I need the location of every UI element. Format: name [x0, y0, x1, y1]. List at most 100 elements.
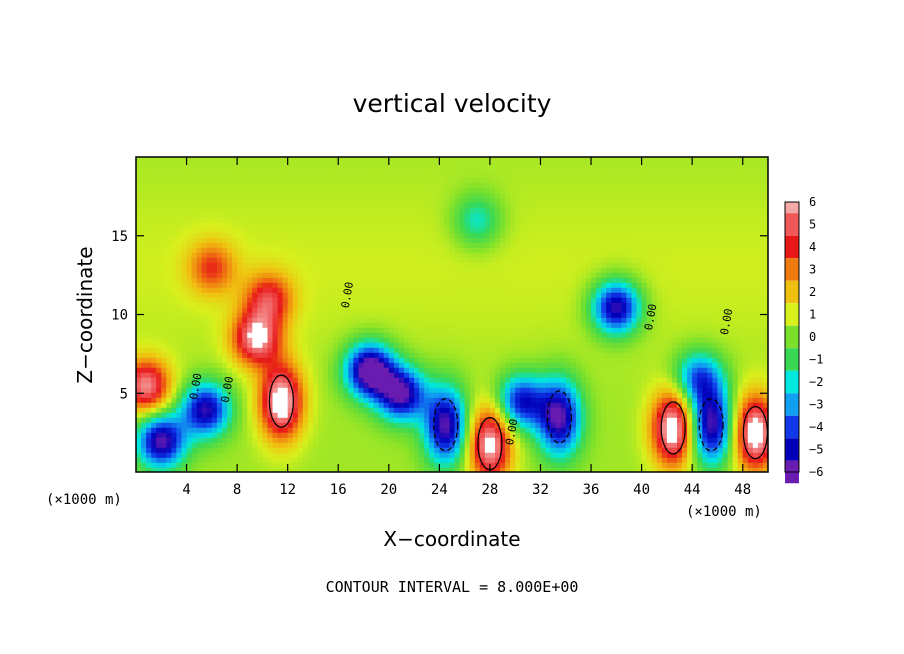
heatmap-cell [181, 212, 188, 218]
heatmap-cell [449, 337, 456, 343]
heatmap-cell [459, 172, 466, 178]
heatmap-cell [444, 367, 451, 373]
heatmap-cell [378, 417, 385, 423]
heatmap-cell [515, 257, 522, 263]
heatmap-cell [525, 277, 532, 283]
heatmap-cell [520, 177, 527, 183]
heatmap-cell [419, 222, 425, 228]
heatmap-cell [136, 322, 142, 328]
heatmap-cell [156, 467, 163, 472]
heatmap-cell [146, 427, 152, 433]
heatmap-cell [186, 172, 193, 178]
heatmap-cell [464, 297, 471, 303]
heatmap-cell [247, 327, 254, 333]
heatmap-cell [439, 437, 446, 443]
heatmap-cell [489, 177, 496, 183]
heatmap-cell [227, 352, 233, 358]
heatmap-cell [398, 252, 405, 258]
heatmap-cell [191, 447, 198, 453]
heatmap-cell [383, 432, 390, 438]
heatmap-cell [323, 217, 329, 223]
heatmap-cell [252, 292, 259, 298]
heatmap-cell [191, 367, 198, 373]
heatmap-cell [398, 337, 405, 343]
heatmap-cell [252, 352, 259, 358]
heatmap-cell [479, 162, 486, 168]
heatmap-cell [262, 277, 269, 283]
heatmap-cell [252, 212, 259, 218]
heatmap-cell [439, 262, 446, 268]
heatmap-cell [206, 267, 213, 273]
heatmap-cell [247, 317, 254, 323]
heatmap-cell [328, 227, 334, 233]
heatmap-cell [444, 322, 451, 328]
heatmap-cell [479, 277, 486, 283]
heatmap-cell [363, 392, 370, 398]
heatmap-cell [424, 247, 431, 253]
heatmap-cell [237, 312, 243, 318]
heatmap-cell [136, 412, 142, 418]
heatmap-cell [318, 447, 324, 453]
heatmap-cell [206, 352, 213, 358]
heatmap-cell [196, 217, 203, 223]
heatmap-cell [166, 442, 173, 448]
heatmap-cell [136, 437, 142, 443]
heatmap-cell [424, 362, 431, 368]
heatmap-cell [424, 432, 431, 438]
heatmap-cell [141, 352, 147, 358]
heatmap-cell [297, 332, 304, 338]
heatmap-cell [216, 227, 223, 233]
heatmap-cell [141, 442, 147, 448]
heatmap-cell [439, 407, 446, 413]
heatmap-cell [287, 292, 294, 298]
heatmap-cell [388, 207, 395, 213]
heatmap-cell [287, 202, 294, 208]
heatmap-cell [267, 377, 274, 383]
heatmap-cell [378, 462, 385, 468]
heatmap-cell [328, 332, 334, 338]
heatmap-cell [404, 277, 410, 283]
heatmap-cell [454, 232, 461, 238]
heatmap-cell [176, 462, 183, 468]
heatmap-cell [474, 227, 481, 233]
heatmap-cell [242, 432, 249, 438]
heatmap-cell [358, 167, 365, 173]
heatmap-cell [247, 252, 254, 258]
heatmap-cell [242, 317, 249, 323]
heatmap-cell [186, 352, 193, 358]
heatmap-cell [206, 432, 213, 438]
heatmap-cell [237, 197, 243, 203]
heatmap-cell [318, 277, 324, 283]
heatmap-cell [510, 392, 516, 398]
heatmap-cell [343, 442, 350, 448]
heatmap-cell [302, 397, 309, 403]
heatmap-cell [201, 282, 208, 288]
heatmap-cell [186, 362, 193, 368]
heatmap-cell [166, 192, 173, 198]
heatmap-cell [393, 377, 400, 383]
heatmap-cell [333, 382, 340, 388]
heatmap-cell [161, 467, 168, 472]
heatmap-cell [368, 202, 375, 208]
heatmap-cell [469, 167, 476, 173]
heatmap-cell [368, 242, 375, 248]
heatmap-cell [247, 177, 254, 183]
heatmap-cell [313, 437, 319, 443]
heatmap-cell [474, 322, 481, 328]
heatmap-cell [307, 462, 314, 468]
heatmap-cell [151, 312, 158, 318]
heatmap-cell [237, 397, 243, 403]
heatmap-cell [479, 252, 486, 258]
heatmap-cell [267, 282, 274, 288]
heatmap-cell [287, 427, 294, 433]
heatmap-cell [535, 397, 542, 403]
heatmap-cell [495, 222, 501, 228]
heatmap-cell [262, 392, 269, 398]
heatmap-cell [398, 272, 405, 278]
heatmap-cell [232, 287, 238, 293]
heatmap-cell [520, 412, 527, 418]
heatmap-cell [247, 322, 254, 328]
heatmap-cell [191, 182, 198, 188]
heatmap-cell [449, 177, 456, 183]
heatmap-cell [515, 227, 522, 233]
